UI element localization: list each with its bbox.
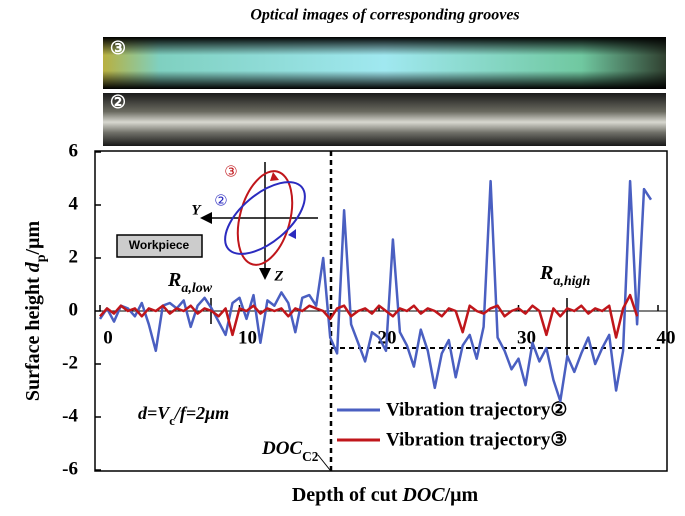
legend-label: Vibration trajectory②: [386, 399, 567, 420]
inset-label: ③: [224, 164, 237, 180]
y-axis-label-part: d: [22, 261, 44, 272]
groove-image-3: [103, 37, 666, 89]
annotation-part: c: [169, 414, 175, 428]
annotation-part: DOC: [261, 438, 302, 459]
y-tick-label: -4: [62, 405, 78, 426]
x-tick-label: 40: [657, 327, 676, 348]
inset-label: Y: [191, 202, 202, 218]
x-tick-label: 0: [103, 327, 113, 348]
workpiece-label: Workpiece: [129, 238, 190, 252]
y-tick-label: 2: [69, 246, 79, 267]
groove-image-2: [103, 93, 666, 146]
x-axis-label: Depth of cut DOC/μm: [292, 484, 479, 506]
title: Optical images of corresponding grooves: [250, 7, 519, 24]
annotation-part: C2: [302, 449, 319, 464]
inset-label: Z: [273, 268, 283, 284]
y-axis-label-part: Surface height: [22, 272, 44, 401]
annotation-part: R: [539, 262, 553, 284]
y-axis-label-part: p: [34, 254, 49, 262]
annotation: Ra,low: [167, 269, 213, 296]
annotation-part: R: [167, 269, 181, 291]
annotation-part: d=V: [138, 403, 171, 423]
annotation-part: /f=2μm: [173, 403, 229, 423]
x-axis-label-part: DOC: [401, 484, 445, 506]
inset: [116, 162, 318, 280]
y-tick-label: 6: [69, 140, 79, 161]
y-tick-label: -6: [62, 458, 78, 479]
image-label: ③: [110, 38, 126, 58]
x-tick-label: 10: [238, 327, 257, 348]
series-line: [98, 179, 653, 403]
y-tick-label: 4: [69, 193, 79, 214]
y-axis-label: Surface height dp/μm: [22, 221, 49, 402]
annotation-part: a,high: [553, 274, 590, 289]
x-axis-label-part: /μm: [444, 484, 479, 506]
annotation: d=Vc/f=2μm: [138, 403, 229, 428]
annotation: Ra,high: [539, 262, 591, 289]
inset-label: ②: [214, 193, 227, 209]
series-line: [99, 293, 639, 339]
legend-label: Vibration trajectory③: [386, 429, 567, 450]
y-axis-label-part: /μm: [22, 221, 44, 256]
annotation-part: a,low: [181, 281, 212, 296]
y-tick-label: -2: [62, 352, 78, 373]
y-tick-label: 0: [69, 299, 79, 320]
x-axis-label-part: Depth of cut: [292, 484, 403, 506]
image-label: ②: [110, 92, 126, 112]
annotation: DOCC2: [261, 438, 319, 463]
